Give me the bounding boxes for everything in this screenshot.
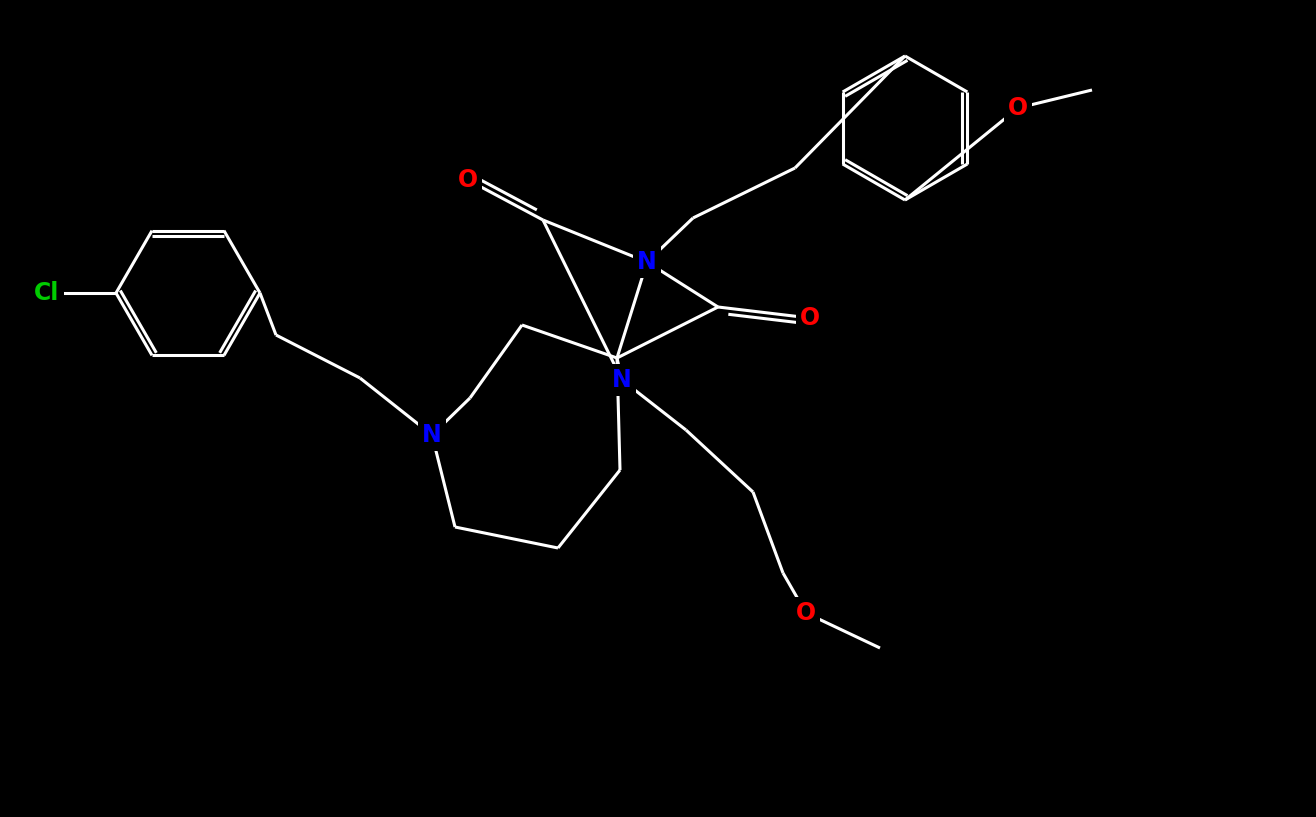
Text: O: O [796,601,816,625]
Text: N: N [637,250,657,274]
Text: O: O [1008,96,1028,120]
Text: O: O [458,168,478,192]
Text: N: N [612,368,632,392]
Text: O: O [800,306,820,330]
Text: Cl: Cl [34,281,59,305]
Text: N: N [422,423,442,447]
